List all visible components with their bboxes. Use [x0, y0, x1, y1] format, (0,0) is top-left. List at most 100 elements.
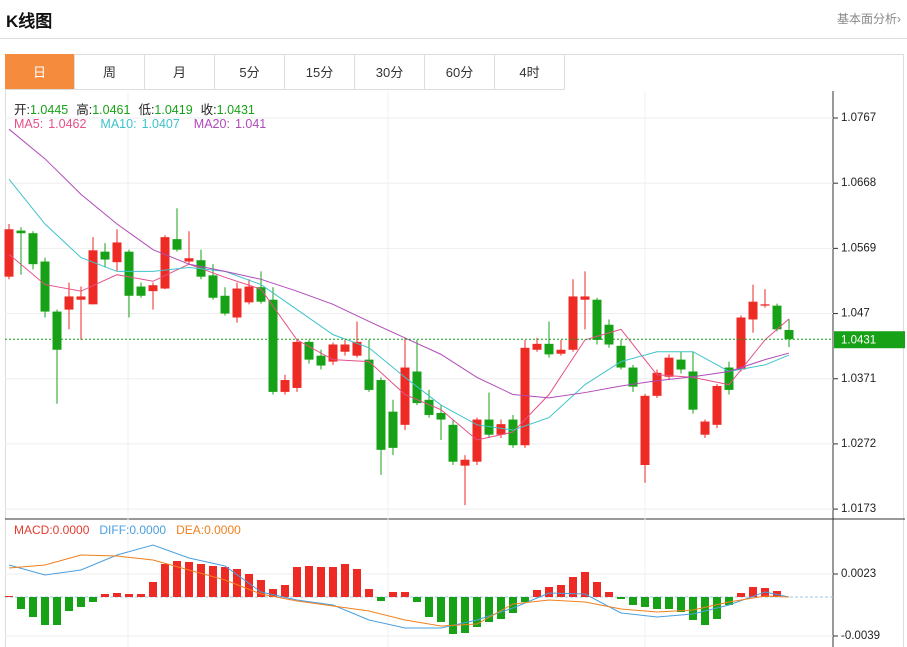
- tab[interactable]: 月: [145, 54, 215, 90]
- macd-bar: [677, 597, 685, 612]
- candle-body: [532, 343, 542, 350]
- macd-bar: [497, 597, 505, 619]
- candle-body: [448, 424, 458, 462]
- line-series: [8, 253, 790, 441]
- macd-bar: [125, 594, 133, 597]
- tab[interactable]: 15分: [285, 54, 355, 90]
- line-series: [8, 554, 790, 627]
- info-value: 1.0445: [29, 103, 69, 117]
- candle-body: [592, 299, 602, 340]
- y-tick-label: 1.0767: [841, 112, 876, 124]
- macd-bar: [77, 597, 85, 607]
- y-tick-label: 1.0569: [841, 242, 876, 254]
- legend-value: 1.041: [234, 117, 267, 131]
- tab[interactable]: 60分: [425, 54, 495, 90]
- candle-body: [364, 359, 374, 390]
- candle-body: [52, 311, 62, 350]
- macd-bar: [449, 597, 457, 634]
- candle-body: [184, 258, 194, 262]
- candle-body: [304, 341, 314, 360]
- info-label: 收:: [200, 103, 217, 117]
- legend-value: 1.0407: [141, 117, 180, 131]
- candle-body: [544, 343, 554, 355]
- candle-body: [64, 296, 74, 310]
- candle-body: [268, 299, 278, 392]
- tab[interactable]: 5分: [215, 54, 285, 90]
- macd-bar: [113, 593, 121, 597]
- legend-label: MACD:: [14, 523, 53, 537]
- macd-bar: [401, 592, 409, 597]
- macd-bar: [185, 562, 193, 597]
- candle-body: [580, 296, 590, 300]
- y-tick-label: 1.0173: [841, 503, 876, 515]
- macd-bar: [437, 597, 445, 622]
- legend-label: DEA:: [176, 523, 205, 537]
- candle-body: [412, 371, 422, 404]
- macd-bar: [365, 589, 373, 597]
- macd-bar: [581, 572, 589, 597]
- candle-body: [736, 317, 746, 370]
- macd-bar: [521, 597, 529, 602]
- macd-bar: [269, 589, 277, 597]
- macd-bar: [461, 597, 469, 633]
- candle-body: [220, 295, 230, 314]
- candle-body: [340, 344, 350, 352]
- candle-body: [556, 349, 566, 354]
- candle-body: [280, 380, 290, 392]
- macd-bar: [341, 564, 349, 597]
- last-price-tag: [834, 331, 905, 349]
- macd-bar: [425, 597, 433, 617]
- macd-bar: [65, 597, 73, 611]
- candle-body: [424, 399, 434, 415]
- candle-body: [292, 341, 302, 388]
- candle-body: [148, 285, 158, 292]
- macd-bar: [197, 564, 205, 597]
- y-tick-label: 1.0668: [841, 177, 876, 189]
- macd-bar: [509, 597, 517, 613]
- macd-bar: [245, 574, 253, 597]
- macd-bar: [485, 597, 493, 622]
- chart-frame: [5, 54, 904, 647]
- candle-body: [376, 380, 386, 450]
- macd-bar: [737, 593, 745, 597]
- tab[interactable]: 日: [5, 54, 75, 90]
- y-tick-label: 1.0371: [841, 373, 876, 385]
- line-series: [8, 128, 790, 399]
- macd-bar: [17, 597, 25, 609]
- candle-body: [496, 424, 506, 435]
- macd-bar: [305, 566, 313, 597]
- tab[interactable]: 4时: [495, 54, 565, 90]
- last-price-label: 1.0431: [841, 334, 876, 346]
- candle-body: [652, 372, 662, 396]
- candle-body: [4, 229, 14, 277]
- tab[interactable]: 周: [75, 54, 145, 90]
- candle-body: [88, 250, 98, 305]
- candle-body: [256, 287, 266, 302]
- macd-bar: [329, 567, 337, 597]
- macd-bar: [533, 590, 541, 597]
- info-value: 1.0461: [92, 103, 131, 117]
- macd-bar: [233, 569, 241, 597]
- candle-body: [688, 371, 698, 410]
- macd-bar: [89, 597, 97, 602]
- macd-bar: [641, 597, 649, 607]
- macd-bar: [173, 561, 181, 597]
- line-series: [8, 544, 790, 629]
- macd-bar: [629, 597, 637, 605]
- tab[interactable]: 30分: [355, 54, 425, 90]
- info-label: 高:: [76, 103, 93, 117]
- fundamental-link[interactable]: 基本面分析›: [837, 12, 901, 26]
- candle-body: [28, 233, 38, 265]
- macd-bar: [41, 597, 49, 625]
- info-value: 1.0419: [154, 103, 193, 117]
- macd-bar: [725, 597, 733, 605]
- y-tick-label: 0.0023: [841, 568, 876, 580]
- page-title: K线图: [6, 12, 53, 31]
- macd-bar: [161, 564, 169, 597]
- macd-bar: [557, 585, 565, 597]
- candle-body: [328, 344, 338, 362]
- candle-body: [100, 251, 110, 260]
- candle-body: [568, 296, 578, 350]
- macd-bar: [605, 592, 613, 597]
- candle-body: [664, 357, 674, 377]
